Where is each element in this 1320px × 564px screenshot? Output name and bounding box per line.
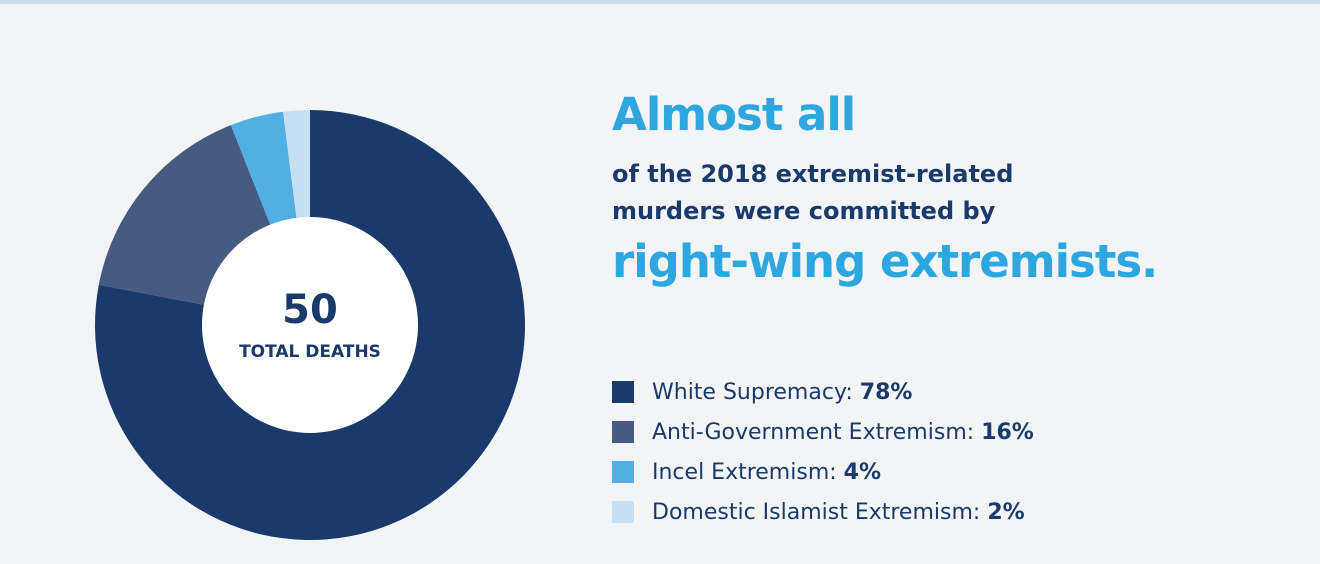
legend-swatch (612, 501, 634, 523)
legend-swatch (612, 381, 634, 403)
legend-label: White Supremacy: (652, 379, 853, 405)
subheadline-line-1: of the 2018 extremist-related (612, 160, 1014, 188)
legend-value: 2% (987, 499, 1025, 525)
emphasis-headline: right-wing extremists. (612, 235, 1158, 288)
legend-value: 16% (981, 419, 1034, 445)
top-border-strip (0, 0, 1320, 4)
donut-chart: 50 TOTAL DEATHS (94, 110, 525, 540)
legend-swatch (612, 421, 634, 443)
headline: Almost all (612, 88, 856, 141)
legend-item-white-supremacy: White Supremacy: 78% (612, 372, 1034, 412)
chart-legend: White Supremacy: 78% Anti-Government Ext… (612, 372, 1034, 532)
legend-swatch (612, 461, 634, 483)
legend-value: 4% (843, 459, 882, 485)
total-deaths-value: 50 (282, 287, 338, 333)
legend-item-domestic-islamist: Domestic Islamist Extremism: 2% (612, 492, 1034, 532)
legend-item-incel: Incel Extremism: 4% (612, 452, 1034, 492)
subheadline-line-2: murders were committed by (612, 197, 996, 225)
legend-label: Domestic Islamist Extremism: (652, 499, 981, 525)
legend-value: 78% (859, 379, 913, 405)
legend-item-anti-government: Anti-Government Extremism: 16% (612, 412, 1034, 452)
legend-label: Anti-Government Extremism: (652, 419, 975, 445)
donut-hole (202, 217, 418, 433)
legend-label: Incel Extremism: (652, 459, 837, 485)
total-deaths-label: TOTAL DEATHS (239, 342, 381, 362)
